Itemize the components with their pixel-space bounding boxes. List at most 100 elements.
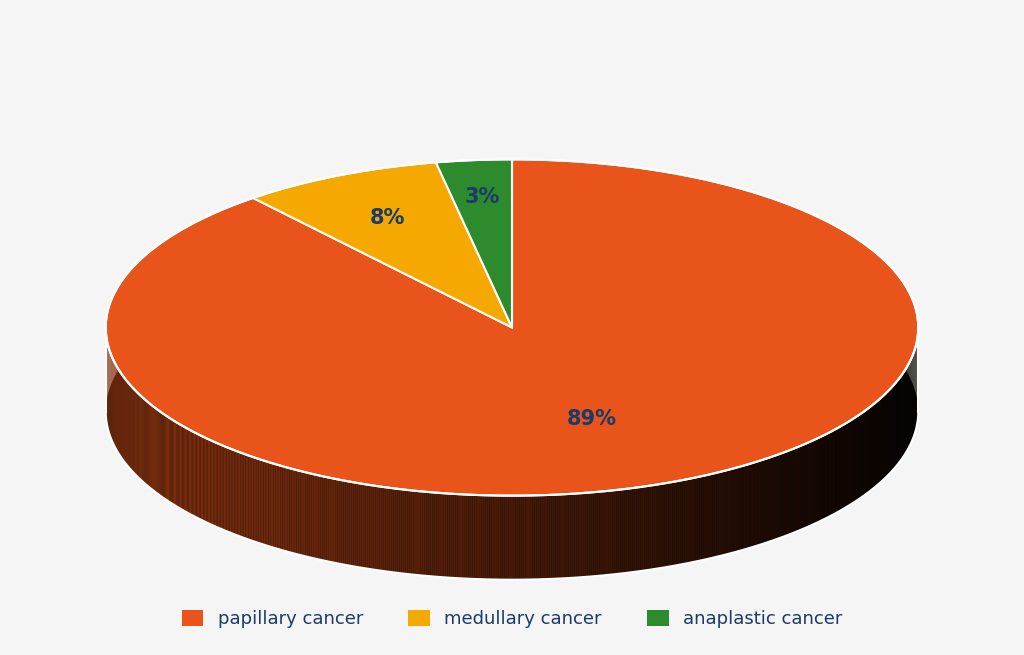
Polygon shape — [210, 440, 212, 525]
Polygon shape — [246, 455, 247, 539]
Polygon shape — [443, 493, 445, 578]
Polygon shape — [697, 477, 699, 561]
Polygon shape — [828, 432, 830, 517]
Polygon shape — [579, 493, 581, 578]
Polygon shape — [709, 474, 711, 559]
Polygon shape — [359, 483, 361, 568]
Polygon shape — [250, 456, 252, 541]
Polygon shape — [212, 441, 213, 525]
Polygon shape — [418, 491, 420, 575]
Polygon shape — [836, 428, 837, 514]
Polygon shape — [355, 483, 357, 567]
Polygon shape — [562, 495, 564, 578]
Polygon shape — [226, 447, 228, 532]
Polygon shape — [473, 495, 475, 579]
Polygon shape — [738, 467, 739, 552]
Polygon shape — [535, 495, 537, 580]
Polygon shape — [353, 482, 355, 567]
Polygon shape — [370, 485, 371, 569]
Polygon shape — [286, 467, 288, 552]
Polygon shape — [745, 464, 746, 550]
Polygon shape — [850, 420, 851, 505]
Polygon shape — [530, 495, 532, 580]
Polygon shape — [166, 415, 167, 500]
Polygon shape — [741, 466, 743, 550]
Polygon shape — [505, 496, 507, 580]
Polygon shape — [863, 411, 864, 496]
Polygon shape — [477, 495, 479, 579]
Polygon shape — [509, 496, 511, 580]
Polygon shape — [218, 443, 219, 528]
Polygon shape — [257, 458, 258, 543]
Polygon shape — [262, 460, 263, 544]
Polygon shape — [215, 442, 216, 527]
Polygon shape — [105, 244, 919, 580]
Polygon shape — [437, 493, 439, 577]
Polygon shape — [169, 418, 170, 502]
Polygon shape — [790, 449, 792, 534]
Polygon shape — [387, 487, 389, 572]
Polygon shape — [513, 496, 515, 580]
Polygon shape — [743, 465, 745, 550]
Polygon shape — [775, 455, 777, 540]
Polygon shape — [416, 491, 418, 575]
Polygon shape — [316, 475, 318, 559]
Polygon shape — [364, 484, 366, 569]
Polygon shape — [325, 477, 327, 561]
Polygon shape — [822, 436, 823, 520]
Polygon shape — [306, 472, 307, 557]
Polygon shape — [157, 409, 159, 495]
Polygon shape — [734, 468, 736, 552]
Polygon shape — [290, 468, 291, 553]
Polygon shape — [725, 470, 727, 555]
Polygon shape — [391, 488, 393, 572]
Polygon shape — [412, 491, 414, 574]
Polygon shape — [267, 462, 268, 546]
Polygon shape — [468, 495, 470, 579]
Polygon shape — [528, 495, 530, 580]
Polygon shape — [270, 462, 272, 547]
Polygon shape — [583, 493, 585, 577]
Polygon shape — [554, 495, 556, 579]
Polygon shape — [249, 455, 250, 540]
Polygon shape — [408, 490, 410, 574]
Polygon shape — [385, 487, 387, 572]
Polygon shape — [193, 432, 194, 516]
Polygon shape — [600, 491, 602, 576]
Polygon shape — [847, 422, 848, 507]
Polygon shape — [643, 487, 645, 571]
Polygon shape — [300, 471, 302, 555]
Polygon shape — [432, 493, 435, 576]
Polygon shape — [796, 447, 798, 532]
Polygon shape — [581, 493, 583, 577]
Polygon shape — [375, 486, 377, 570]
Polygon shape — [247, 455, 249, 540]
Polygon shape — [717, 472, 718, 557]
Polygon shape — [839, 426, 841, 512]
Polygon shape — [334, 479, 336, 563]
Polygon shape — [371, 485, 373, 570]
Polygon shape — [861, 413, 862, 497]
Polygon shape — [263, 460, 265, 545]
Polygon shape — [811, 441, 812, 525]
Polygon shape — [606, 491, 608, 575]
Polygon shape — [366, 484, 368, 569]
Polygon shape — [549, 495, 551, 579]
Polygon shape — [344, 481, 345, 565]
Polygon shape — [272, 463, 273, 548]
Polygon shape — [342, 480, 344, 565]
Polygon shape — [857, 415, 858, 500]
Polygon shape — [283, 466, 285, 551]
Polygon shape — [671, 482, 673, 567]
Polygon shape — [176, 422, 177, 507]
Polygon shape — [701, 476, 703, 560]
Polygon shape — [163, 413, 164, 498]
Polygon shape — [637, 487, 639, 572]
Polygon shape — [254, 457, 255, 542]
Polygon shape — [183, 426, 185, 512]
Polygon shape — [543, 495, 545, 579]
Polygon shape — [216, 443, 218, 527]
Polygon shape — [406, 490, 408, 574]
Polygon shape — [368, 485, 370, 569]
Polygon shape — [778, 454, 780, 538]
